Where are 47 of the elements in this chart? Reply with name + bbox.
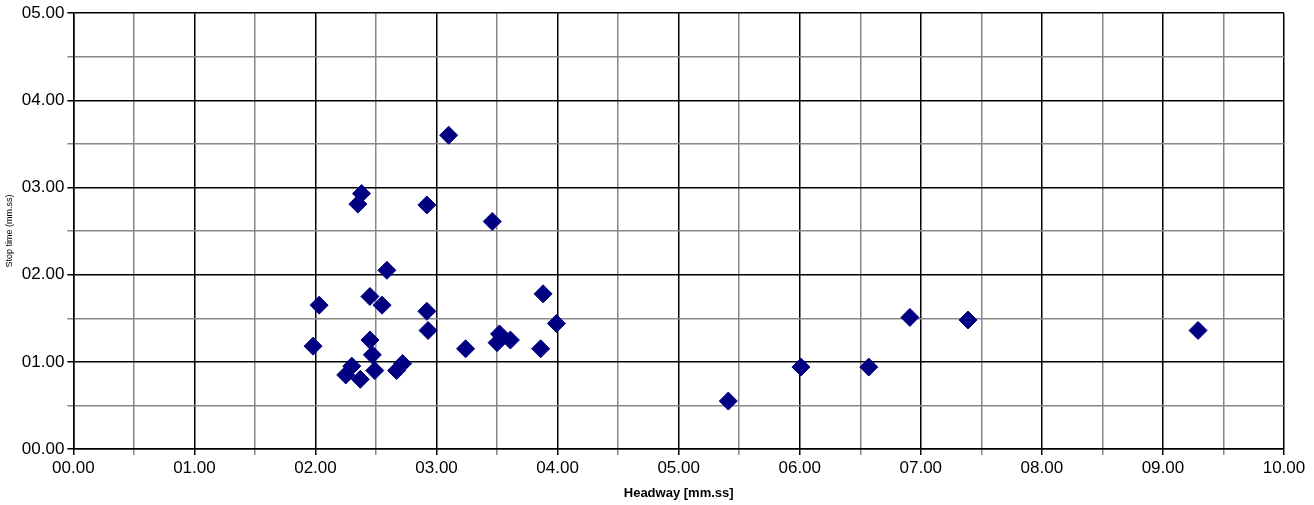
point — [360, 330, 380, 350]
point — [350, 369, 370, 389]
y-tick-label: 00.00 — [21, 438, 65, 458]
point — [958, 310, 978, 330]
x-tick-label: 09.00 — [1141, 457, 1185, 477]
point — [439, 125, 459, 145]
point — [351, 184, 371, 204]
point — [365, 361, 385, 381]
y-axis-title: Stop time (mm.ss) — [3, 194, 14, 268]
point — [377, 260, 397, 280]
point — [360, 286, 380, 306]
point — [393, 354, 413, 374]
x-tick-label: 07.00 — [899, 457, 943, 477]
point — [372, 295, 392, 315]
point — [546, 313, 566, 333]
point — [531, 339, 551, 359]
x-tick-label: 06.00 — [778, 457, 822, 477]
point — [533, 284, 553, 304]
x-axis-title: Headway [mm.ss] — [623, 484, 734, 500]
y-tick-label: 04.00 — [21, 90, 65, 110]
point — [859, 357, 879, 377]
point — [417, 195, 437, 215]
y-tick-label: 01.00 — [21, 351, 65, 371]
point — [418, 320, 438, 340]
x-tick-label: 01.00 — [173, 457, 216, 477]
point — [500, 330, 520, 350]
x-tick-label: 02.00 — [294, 457, 337, 477]
y-tick-label: 05.00 — [21, 2, 65, 22]
point — [362, 345, 382, 365]
x-tick-label: 03.00 — [415, 457, 458, 477]
point — [900, 307, 920, 327]
point — [482, 212, 502, 232]
point — [309, 295, 329, 315]
x-tick-label: 08.00 — [1020, 457, 1064, 477]
x-tick-label: 04.00 — [536, 457, 579, 477]
point — [342, 356, 362, 376]
x-tick-label: 05.00 — [657, 457, 700, 477]
y-tick-label: 03.00 — [21, 177, 65, 197]
point — [791, 357, 811, 377]
point — [718, 391, 738, 411]
point — [456, 339, 476, 359]
x-tick-label: 00.00 — [52, 457, 95, 477]
y-tick-label: 02.00 — [21, 264, 65, 284]
point — [1188, 320, 1208, 340]
x-tick-label: 10.00 — [1262, 457, 1306, 477]
point — [417, 301, 437, 321]
point — [303, 336, 323, 356]
